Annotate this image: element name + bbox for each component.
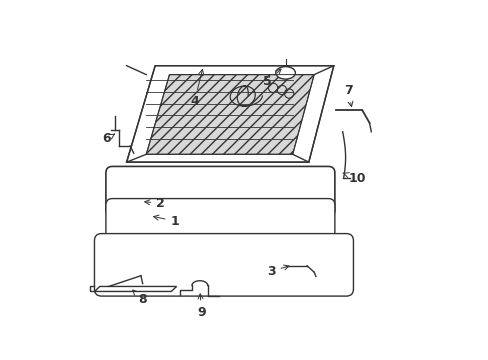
Text: 5: 5 [263,69,281,88]
Text: 7: 7 [343,84,352,107]
FancyBboxPatch shape [94,234,353,296]
Text: 4: 4 [190,69,203,108]
Ellipse shape [275,67,295,79]
Polygon shape [126,66,333,162]
Text: 10: 10 [342,172,365,185]
Text: 8: 8 [132,290,147,306]
Text: 6: 6 [102,132,114,145]
FancyBboxPatch shape [106,199,334,242]
Text: 9: 9 [197,294,205,319]
Text: 1: 1 [153,215,179,228]
Polygon shape [94,287,176,292]
Text: 3: 3 [266,265,288,278]
Polygon shape [146,75,313,154]
Text: 2: 2 [144,197,164,210]
